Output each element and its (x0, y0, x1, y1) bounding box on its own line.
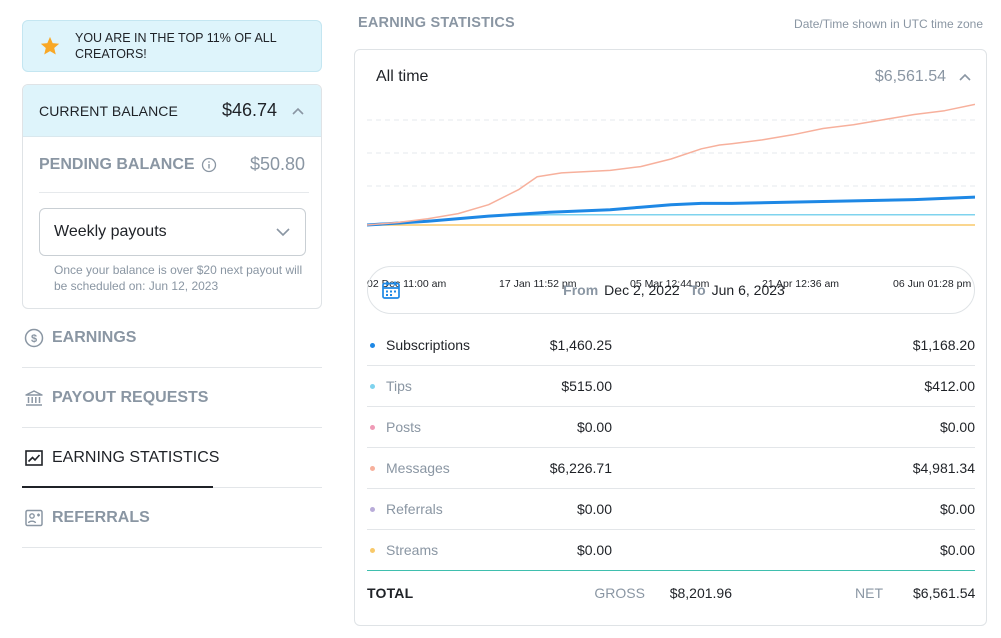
chevron-up-icon[interactable] (291, 104, 305, 118)
nav-item-earning-statistics[interactable]: EARNING STATISTICS (22, 428, 322, 488)
series-dot (370, 424, 375, 430)
row-name: Messages (386, 460, 450, 476)
current-balance-amount: $46.74 (221, 100, 277, 120)
top-creator-banner: YOU ARE IN THE TOP 11% OF ALL CREATORS! (22, 20, 322, 72)
payout-note: Once your balance is over $20 next payou… (54, 263, 303, 293)
row-net: $0.00 (939, 419, 975, 435)
row-net: $1,168.20 (912, 337, 975, 353)
x-tick-label: 05 Mar 12:44 pm (630, 278, 710, 290)
net-label: NET (855, 584, 883, 601)
nav-item-label: EARNING STATISTICS (52, 448, 220, 466)
to-label: To (689, 282, 706, 298)
series-dot (370, 506, 375, 512)
from-label: From (563, 282, 599, 298)
row-gross: $1,460.25 (549, 337, 612, 353)
series-dot (370, 465, 375, 471)
bank-icon (25, 389, 43, 406)
table-row: Subscriptions $1,460.25 $1,168.20 (367, 325, 975, 366)
pending-balance-amount: $50.80 (249, 154, 305, 174)
chart-line-icon (25, 449, 43, 466)
row-net: $4,981.34 (912, 460, 975, 476)
table-row: Streams $0.00 $0.00 (367, 530, 975, 571)
nav-item-earnings[interactable]: $ EARNINGS (22, 308, 322, 368)
row-net: $0.00 (939, 501, 975, 517)
to-date: Jun 6, 2023 (711, 282, 785, 298)
row-gross: $0.00 (576, 542, 612, 558)
x-tick-label: 17 Jan 11:52 pm (499, 278, 577, 290)
chevron-up-icon[interactable] (958, 70, 972, 84)
series-line (366, 195, 976, 227)
star-icon (40, 36, 60, 55)
info-icon[interactable] (201, 157, 217, 173)
row-net: $0.00 (939, 542, 975, 558)
series-dot (370, 383, 375, 389)
side-nav: $ EARNINGS PAYOUT REQUESTS EARNING STATI… (22, 308, 322, 548)
total-row: TOTAL GROSS $8,201.96 NET $6,561.54 (367, 570, 975, 614)
svg-text:$: $ (31, 333, 37, 345)
row-name: Streams (386, 542, 439, 558)
row-name: Posts (386, 419, 422, 435)
row-gross: $6,226.71 (549, 460, 612, 476)
timezone-note: Date/Time shown in UTC time zone (794, 17, 983, 31)
payout-frequency-value: Weekly payouts (54, 223, 167, 240)
row-name: Subscriptions (386, 337, 471, 353)
current-balance-label: CURRENT BALANCE (39, 102, 178, 119)
table-row: Referrals $0.00 $0.00 (367, 489, 975, 530)
table-row: Messages $6,226.71 $4,981.34 (367, 448, 975, 489)
chevron-down-icon (276, 228, 290, 237)
balance-card: CURRENT BALANCE $46.74 PENDING BALANCE $… (22, 84, 322, 309)
series-dot (370, 547, 375, 553)
row-gross: $0.00 (576, 419, 612, 435)
total-net: $6,561.54 (913, 584, 976, 601)
period-title: All time (376, 68, 429, 85)
from-date: Dec 2, 2022 (604, 282, 680, 298)
earnings-chart: 02 Dec 11:00 am 17 Jan 11:52 pm 05 Mar 1… (366, 90, 976, 290)
date-range-text: From Dec 2, 2022 To Jun 6, 2023 (368, 282, 974, 298)
table-row: Tips $515.00 $412.00 (367, 366, 975, 407)
nav-item-label: PAYOUT REQUESTS (52, 388, 209, 406)
row-name: Referrals (386, 501, 443, 517)
pending-balance-row: PENDING BALANCE $50.80 (39, 137, 309, 193)
x-tick-label: 21 Apr 12:36 am (762, 278, 840, 290)
series-line (366, 103, 976, 226)
period-total: $6,561.54 (874, 68, 946, 85)
total-label: TOTAL (367, 584, 414, 601)
payout-frequency-select[interactable]: Weekly payouts (39, 208, 306, 256)
earnings-chart-plot (366, 103, 976, 227)
period-header[interactable]: All time $6,561.54 (376, 66, 972, 88)
table-row: Posts $0.00 $0.00 (367, 407, 975, 448)
total-gross: $8,201.96 (669, 584, 732, 601)
gross-label: GROSS (594, 584, 645, 601)
statistics-card: All time $6,561.54 02 Dec 11:00 am 17 Ja… (354, 49, 987, 626)
row-name: Tips (386, 378, 412, 394)
earnings-breakdown-table: Subscriptions $1,460.25 $1,168.20 Tips $515.… (367, 325, 975, 571)
series-dot (370, 342, 375, 348)
nav-item-payout-requests[interactable]: PAYOUT REQUESTS (22, 368, 322, 428)
row-net: $412.00 (924, 378, 975, 394)
nav-item-referrals[interactable]: REFERRALS (22, 488, 322, 548)
referral-card-icon (25, 509, 43, 526)
row-gross: $515.00 (561, 378, 612, 394)
row-gross: $0.00 (576, 501, 612, 517)
nav-item-label: EARNINGS (52, 328, 137, 346)
pending-balance-label: PENDING BALANCE (39, 155, 195, 173)
banner-text: YOU ARE IN THE TOP 11% OF ALL CREATORS! (75, 31, 277, 61)
nav-item-label: REFERRALS (52, 508, 150, 526)
date-range-picker[interactable]: From Dec 2, 2022 To Jun 6, 2023 (367, 266, 975, 314)
dollar-circle-icon: $ (24, 328, 44, 347)
current-balance-header[interactable]: CURRENT BALANCE $46.74 (23, 85, 321, 137)
section-title: EARNING STATISTICS (358, 15, 515, 31)
calendar-icon[interactable] (380, 279, 402, 301)
